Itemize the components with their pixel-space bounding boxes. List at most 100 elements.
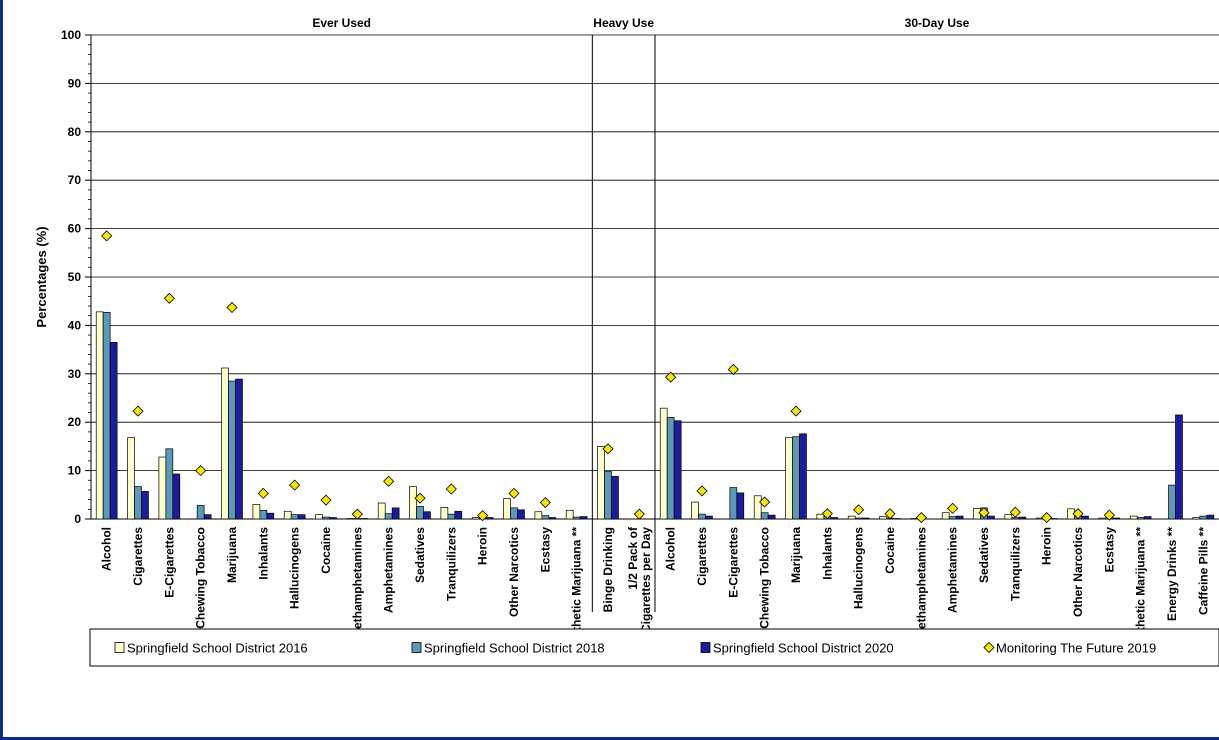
y-tick-label: 30 bbox=[68, 367, 82, 381]
bar bbox=[698, 513, 706, 520]
category-label: Hallucinogens bbox=[852, 527, 866, 609]
marker bbox=[414, 492, 426, 504]
category-label: Ecstasy bbox=[538, 527, 552, 573]
bar bbox=[1143, 516, 1152, 520]
bar bbox=[705, 515, 713, 520]
marker bbox=[759, 496, 771, 508]
bar bbox=[785, 437, 793, 520]
marker bbox=[101, 230, 113, 242]
y-tick-label: 20 bbox=[68, 415, 82, 429]
category-label: Tranquilizers bbox=[1008, 527, 1022, 601]
marker bbox=[351, 508, 363, 520]
marker bbox=[884, 508, 896, 520]
bar bbox=[729, 487, 738, 520]
marker bbox=[445, 483, 457, 495]
bar bbox=[322, 516, 330, 520]
marker bbox=[1009, 506, 1021, 518]
bar bbox=[377, 502, 386, 520]
marker bbox=[226, 301, 238, 314]
marker bbox=[853, 504, 865, 516]
marker bbox=[696, 485, 708, 497]
bar bbox=[165, 448, 174, 520]
category-label: Cigarettes per Day bbox=[639, 527, 653, 633]
category-label: Other Narcotics bbox=[1071, 527, 1085, 617]
bar bbox=[235, 378, 243, 520]
marker bbox=[257, 487, 269, 499]
group-title: Ever Used bbox=[312, 16, 371, 30]
marker bbox=[602, 443, 614, 455]
y-tick-label: 10 bbox=[68, 464, 82, 478]
bar bbox=[221, 367, 229, 520]
category-label: Marijuana bbox=[789, 527, 803, 583]
bar bbox=[659, 407, 668, 520]
category-label: Ecstasy bbox=[1102, 527, 1116, 573]
category-label: Heroin bbox=[1040, 527, 1054, 565]
category-label: Inhalants bbox=[820, 527, 834, 580]
category-label: Chewing Tobacco bbox=[194, 527, 208, 629]
category-label: Cigarettes bbox=[695, 527, 709, 586]
bar bbox=[228, 380, 236, 520]
bar bbox=[283, 510, 292, 520]
marker bbox=[477, 510, 489, 522]
category-label: Chewing Tobacco bbox=[758, 527, 772, 629]
category-label: Sedatives bbox=[413, 527, 427, 583]
marker bbox=[132, 405, 144, 417]
bar bbox=[141, 491, 149, 520]
category-label: 1/2 Pack of bbox=[626, 526, 640, 590]
bar bbox=[1168, 484, 1176, 520]
bar bbox=[948, 516, 957, 520]
category-label: Heroin bbox=[476, 527, 490, 565]
marker bbox=[978, 507, 990, 519]
category-label: Tranquilizers bbox=[444, 527, 458, 601]
legend-label: Springfield School District 2018 bbox=[424, 641, 605, 656]
category-label: Sedatives bbox=[977, 527, 991, 583]
marker bbox=[289, 479, 301, 491]
bar bbox=[1175, 414, 1183, 520]
bar bbox=[1136, 517, 1145, 520]
bar bbox=[503, 498, 511, 520]
bar bbox=[416, 506, 424, 520]
bar bbox=[736, 492, 745, 520]
bar bbox=[799, 433, 807, 520]
bar bbox=[1206, 514, 1215, 520]
y-tick-label: 0 bbox=[74, 512, 81, 526]
bar bbox=[666, 417, 675, 520]
marker bbox=[633, 508, 645, 520]
group-title: 30-Day Use bbox=[905, 16, 970, 30]
bar bbox=[196, 505, 205, 520]
bar bbox=[510, 507, 518, 520]
y-tick-label: 90 bbox=[68, 76, 82, 90]
bar bbox=[753, 495, 762, 520]
category-label: Hallucinogens bbox=[288, 527, 302, 609]
legend-swatch bbox=[983, 641, 995, 654]
legend-label: Springfield School District 2016 bbox=[127, 641, 308, 656]
category-label: Methamphetamines bbox=[350, 527, 364, 639]
bar bbox=[259, 509, 268, 520]
bar bbox=[471, 517, 480, 520]
category-label: E-Cigarettes bbox=[726, 527, 740, 598]
bar bbox=[172, 473, 181, 520]
bar bbox=[391, 507, 400, 520]
bar bbox=[1112, 517, 1121, 520]
category-label: Alcohol bbox=[664, 527, 678, 571]
bar bbox=[454, 510, 463, 520]
group-title: Heavy Use bbox=[593, 16, 654, 30]
marker bbox=[539, 496, 551, 509]
bar bbox=[1018, 516, 1027, 520]
y-tick-label: 50 bbox=[68, 270, 82, 284]
marker bbox=[1041, 511, 1053, 524]
category-label: Other Narcotics bbox=[507, 527, 521, 617]
bar bbox=[203, 514, 212, 520]
bar bbox=[440, 507, 449, 520]
bar bbox=[127, 437, 135, 520]
category-label: Binge Drinking bbox=[601, 527, 615, 612]
legend-swatch bbox=[114, 642, 125, 653]
bar bbox=[423, 511, 431, 520]
bar bbox=[987, 515, 995, 520]
bar bbox=[384, 513, 393, 520]
legend bbox=[89, 628, 1219, 667]
bar bbox=[541, 515, 550, 520]
category-label: Synthetic Marijuana ** bbox=[570, 527, 584, 653]
category-label: Synthetic Marijuana ** bbox=[1134, 527, 1148, 653]
bar bbox=[760, 512, 769, 520]
